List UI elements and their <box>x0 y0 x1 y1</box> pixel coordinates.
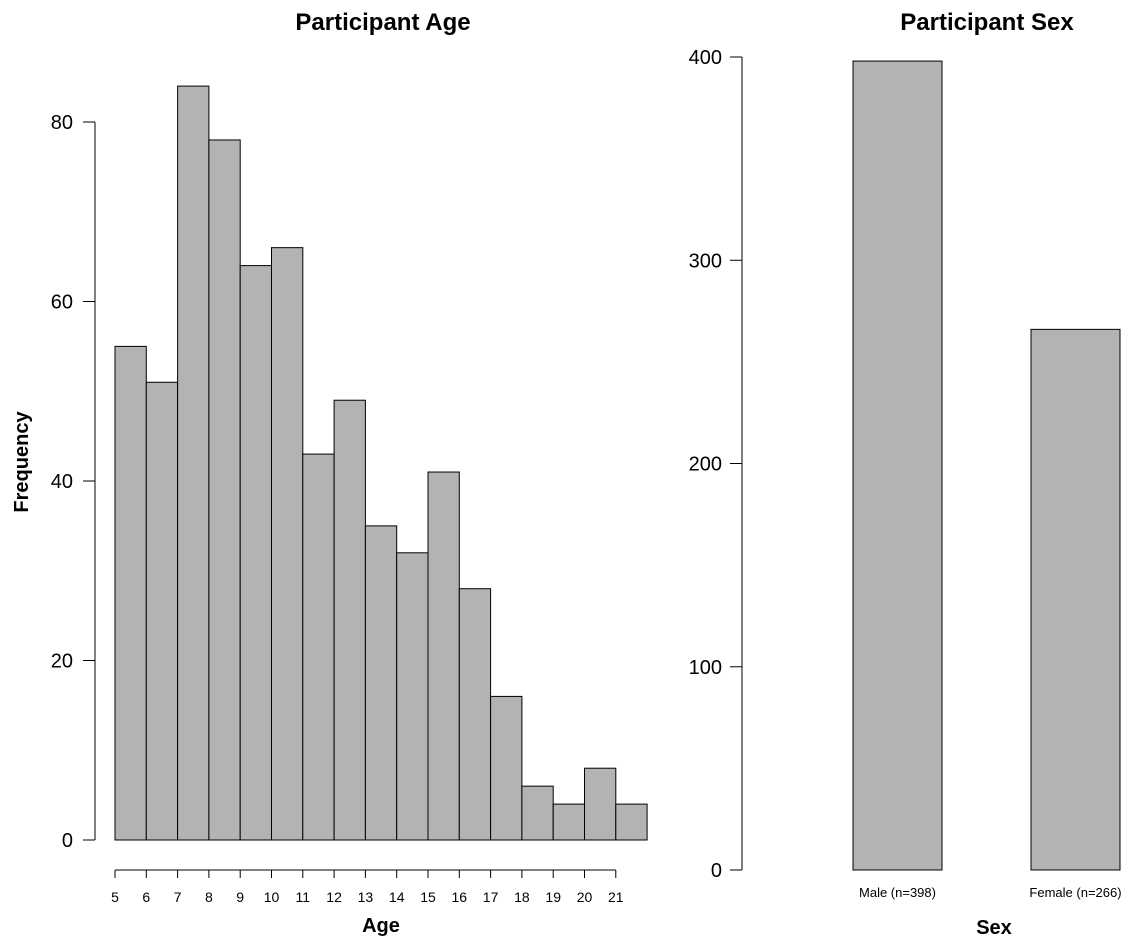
age-x-tick-label: 14 <box>389 889 405 905</box>
sex-chart-title: Participant Sex <box>900 9 1074 36</box>
age-x-tick-label: 7 <box>174 889 182 905</box>
age-bar-18 <box>521 785 554 841</box>
age-bars <box>114 85 648 841</box>
sex-y-tick-label: 200 <box>689 454 722 476</box>
age-bar-8 <box>208 139 241 841</box>
age-y-axis-title: Frequency <box>11 411 33 513</box>
sex-y-tick-label: 300 <box>689 250 722 272</box>
age-bar-19 <box>552 803 586 841</box>
age-bar-14 <box>396 552 429 841</box>
age-x-tick-label: 6 <box>142 889 150 905</box>
age-x-axis: 5 6 7 8 9 10 11 12 13 14 15 16 17 18 19 20 21 <box>111 869 624 905</box>
age-bar-7 <box>177 85 210 841</box>
age-y-tick-label: 0 <box>62 830 73 852</box>
age-y-tick-label: 40 <box>51 471 73 493</box>
age-bar-20 <box>584 767 617 841</box>
age-x-tick-label: 17 <box>483 889 499 905</box>
age-bar-9 <box>239 265 272 841</box>
age-bar-21 <box>615 803 648 841</box>
age-y-tick-label: 60 <box>51 292 73 314</box>
sex-bar-chart: Participant Sex 0 100 200 300 400 Male (n=39… <box>689 9 1122 939</box>
sex-y-tick-label: 100 <box>689 657 722 679</box>
age-y-axis: 0 20 40 60 80 <box>51 112 96 852</box>
sex-y-tick-label: 400 <box>689 47 722 69</box>
age-bar-17 <box>490 695 523 841</box>
age-histogram: Participant Age 0 20 40 60 80 5 6 7 8 9 10 11 12 13 1… <box>11 9 648 937</box>
age-bar-5 <box>114 345 147 841</box>
sex-bar-male <box>852 60 943 871</box>
age-x-tick-label: 5 <box>111 889 119 905</box>
age-bar-6 <box>145 381 179 841</box>
age-y-tick-label: 80 <box>51 112 73 134</box>
age-x-tick-label: 10 <box>264 889 280 905</box>
sex-category-labels: Male (n=398) Female (n=266) <box>859 885 1122 900</box>
age-x-axis-title: Age <box>362 915 400 937</box>
age-x-tick-label: 18 <box>514 889 530 905</box>
age-bar-11 <box>302 453 335 841</box>
age-bar-13 <box>364 525 398 841</box>
age-x-tick-label: 11 <box>296 889 311 905</box>
sex-bar-female <box>1030 328 1121 871</box>
age-x-tick-label: 16 <box>452 889 468 905</box>
age-bar-12 <box>333 399 366 841</box>
age-bar-16 <box>458 588 492 841</box>
sex-category-label: Male (n=398) <box>859 885 936 900</box>
age-bar-10 <box>271 247 304 841</box>
age-x-tick-label: 15 <box>420 889 436 905</box>
sex-y-tick-label: 0 <box>711 860 722 882</box>
age-y-tick-label: 20 <box>51 651 73 673</box>
age-x-tick-label: 8 <box>205 889 213 905</box>
age-x-tick-label: 12 <box>326 889 342 905</box>
age-chart-title: Participant Age <box>295 9 470 36</box>
sex-category-label: Female (n=266) <box>1029 885 1121 900</box>
sex-y-axis: 0 100 200 300 400 <box>689 47 743 882</box>
age-x-tick-label: 13 <box>358 889 374 905</box>
age-bar-15 <box>427 471 460 841</box>
age-x-tick-label: 21 <box>608 889 624 905</box>
age-x-tick-label: 20 <box>577 889 593 905</box>
sex-bars <box>852 60 1121 871</box>
sex-x-axis-title: Sex <box>976 917 1012 938</box>
age-x-tick-label: 19 <box>545 889 561 905</box>
age-x-tick-label: 9 <box>236 889 244 905</box>
